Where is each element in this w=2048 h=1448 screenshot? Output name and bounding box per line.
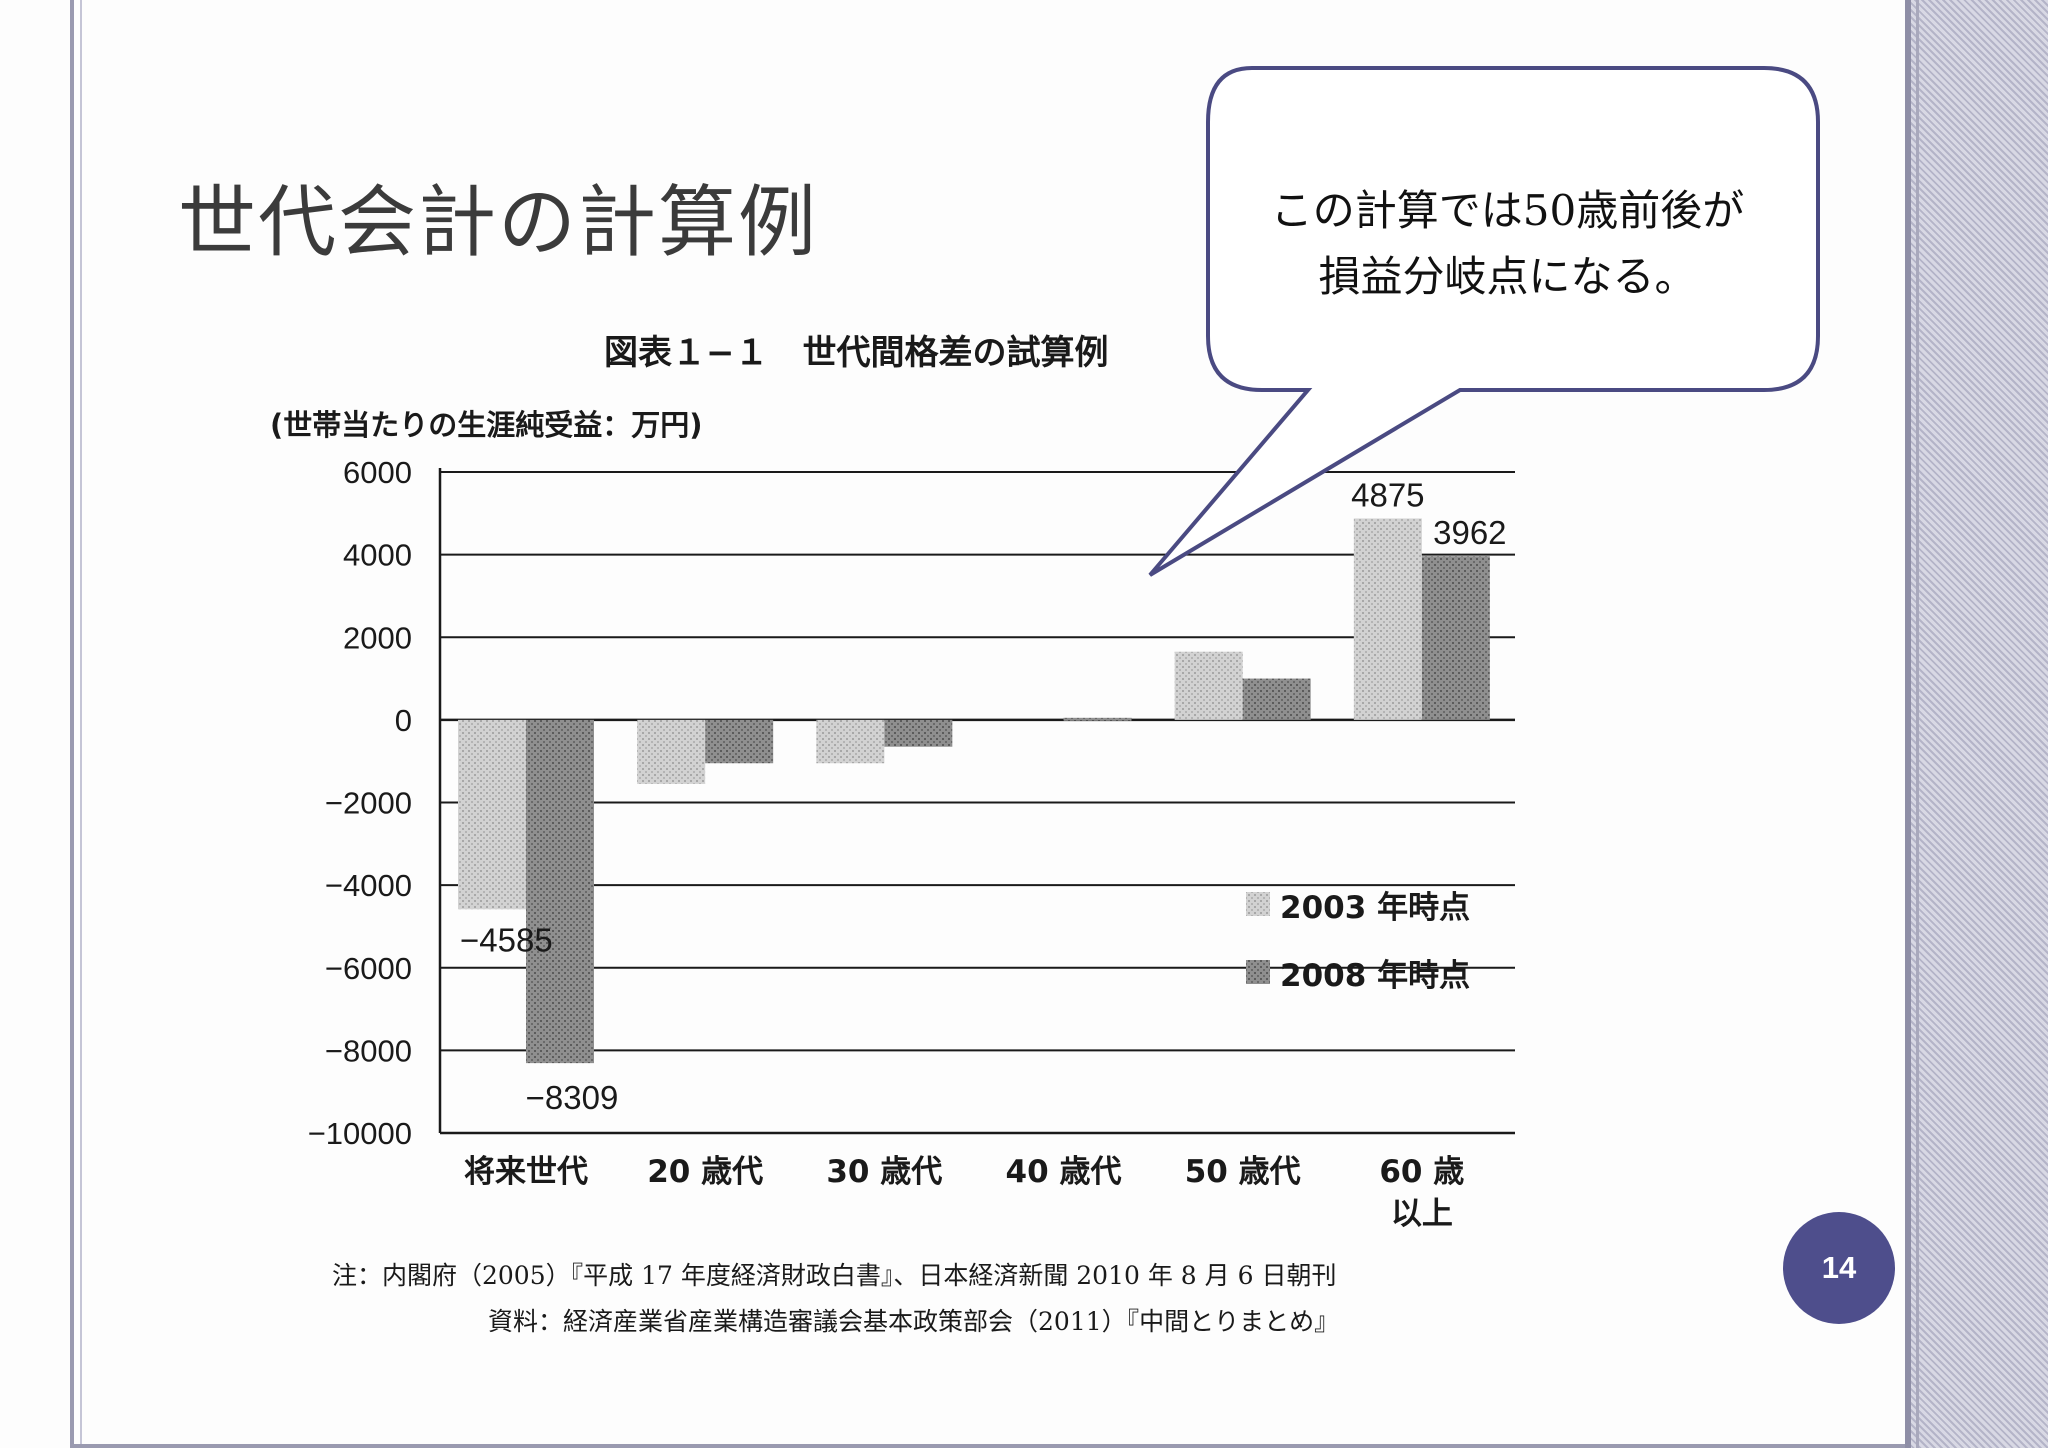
data-label: −8309 <box>526 1079 619 1116</box>
callout-line-2: 損益分岐点になる。 <box>1318 252 1697 301</box>
x-category-label: 30 歳代 <box>826 1154 942 1190</box>
y-tick-label: 4000 <box>343 538 412 573</box>
y-tick-label: −6000 <box>325 951 412 986</box>
legend-swatch <box>1246 960 1270 984</box>
right-band-edge-inner <box>1916 0 1919 1448</box>
bars <box>458 518 1490 1064</box>
slide-title: 世代会計の計算例 <box>178 178 819 268</box>
x-category-label: 20 歳代 <box>647 1154 763 1190</box>
y-tick-label: −10000 <box>308 1116 412 1151</box>
legend-swatch <box>1246 892 1270 916</box>
page-number-badge: 14 <box>1783 1212 1895 1324</box>
bar <box>1063 717 1132 721</box>
x-category-label: 将来世代 <box>464 1154 588 1190</box>
legend-label: 2003 年時点 <box>1280 890 1470 926</box>
callout-text: この計算では50歳前後が 損益分岐点になる。 <box>1210 178 1805 310</box>
y-tick-label: −4000 <box>325 868 412 903</box>
x-category-label: 40 歳代 <box>1006 1154 1122 1190</box>
right-decorative-band <box>1905 0 2048 1448</box>
x-category-label: 50 歳代 <box>1185 1154 1301 1190</box>
right-band-edge <box>1905 0 1911 1448</box>
chart-source: 資料：経済産業省産業構造審議会基本政策部会（2011）『中間とりまとめ』 <box>488 1307 1340 1336</box>
y-tick-label: −8000 <box>325 1033 412 1068</box>
legend-label: 2008 年時点 <box>1280 958 1470 994</box>
left-border-line <box>70 0 74 1448</box>
y-tick-label: 6000 <box>343 455 412 490</box>
bar <box>526 719 594 1064</box>
bar <box>816 719 885 764</box>
chart-title: 図表１−１ 世代間格差の試算例 <box>604 333 1109 373</box>
data-label: −4585 <box>460 921 553 958</box>
callout-line-1: この計算では50歳前後が <box>1270 186 1745 235</box>
axes <box>438 468 1515 1135</box>
bar <box>1353 518 1422 720</box>
bottom-border-line <box>70 1444 1905 1448</box>
y-tick-label: −2000 <box>325 786 412 821</box>
data-label: 4875 <box>1351 476 1424 513</box>
bar <box>1174 651 1243 720</box>
callout-bubble <box>1148 66 1820 577</box>
bar <box>1421 556 1490 720</box>
bar <box>458 719 526 910</box>
bar <box>637 719 706 784</box>
gridlines <box>440 471 1515 1052</box>
y-tick-label: 2000 <box>343 620 412 655</box>
bar <box>705 719 774 764</box>
x-category-label: 以上 <box>1391 1196 1453 1232</box>
left-border-line-inner <box>80 0 82 1448</box>
labels: 6000 4000 2000 0 −2000 −4000 −6000 −8000 −10000 将… <box>308 455 1507 1232</box>
bar <box>1242 678 1311 720</box>
y-tick-label: 0 <box>395 703 412 738</box>
chart-y-axis-label: (世帯当たりの生涯純受益：万円) <box>270 408 703 442</box>
bar <box>884 719 953 747</box>
legend: 2003 年時点 2008 年時点 <box>1246 890 1470 994</box>
x-category-label: 60 歳 <box>1379 1154 1464 1190</box>
chart-note: 注：内閣府（2005）『平成 17 年度経済財政白書』、日本経済新聞 2010 … <box>332 1261 1337 1290</box>
data-label: 3962 <box>1433 514 1506 551</box>
